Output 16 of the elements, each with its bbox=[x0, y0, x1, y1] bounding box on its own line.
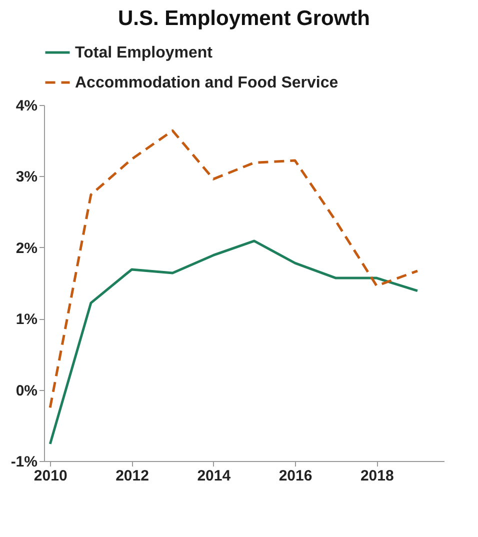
y-tick-label: -1% bbox=[10, 454, 38, 470]
y-tick-label: 3% bbox=[16, 168, 38, 186]
chart-title: U.S. Employment Growth bbox=[118, 7, 370, 30]
y-tick-label: 1% bbox=[16, 311, 38, 328]
x-tick-label: 2016 bbox=[278, 468, 312, 484]
x-tick-label: 2012 bbox=[116, 468, 149, 484]
y-tick-label: 0% bbox=[16, 382, 38, 400]
x-tick-label: 2010 bbox=[34, 468, 68, 484]
y-tick-label: 4% bbox=[16, 98, 38, 114]
legend-label: Accommodation and Food Service bbox=[75, 74, 338, 92]
line-series bbox=[48, 129, 419, 409]
y-tick-label: 2% bbox=[16, 240, 38, 257]
legend-label: Total Employment bbox=[75, 44, 214, 62]
x-tick-label: 2014 bbox=[197, 468, 232, 484]
line-series bbox=[48, 240, 419, 446]
x-tick-label: 2018 bbox=[360, 468, 394, 484]
